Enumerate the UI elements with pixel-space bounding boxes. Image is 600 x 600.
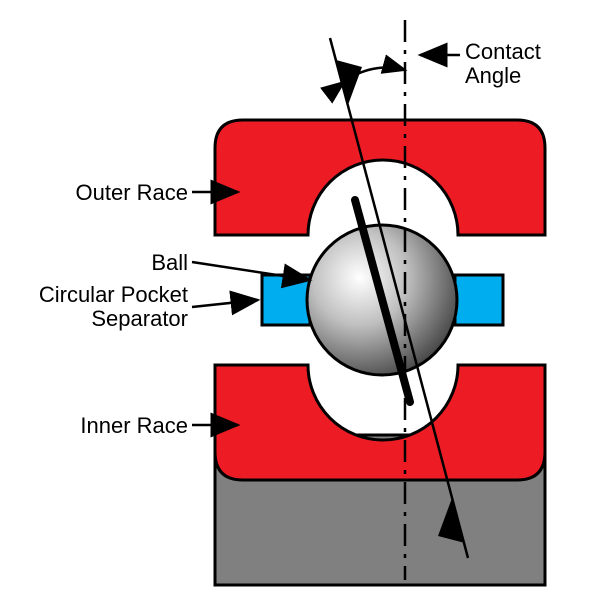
separator-left xyxy=(262,275,310,325)
arrow-separator xyxy=(192,300,258,307)
label-ball: Ball xyxy=(0,250,188,276)
label-separator: Circular PocketSeparator xyxy=(0,283,188,331)
contact-line-top-arrow xyxy=(336,60,362,105)
label-contact-angle: ContactAngle xyxy=(465,40,541,88)
label-inner-race: Inner Race xyxy=(0,413,188,439)
outer-race xyxy=(215,120,545,235)
arrow-ball xyxy=(192,262,310,280)
inner-race xyxy=(215,365,545,480)
separator-right xyxy=(455,275,503,325)
label-outer-race: Outer Race xyxy=(0,180,188,206)
